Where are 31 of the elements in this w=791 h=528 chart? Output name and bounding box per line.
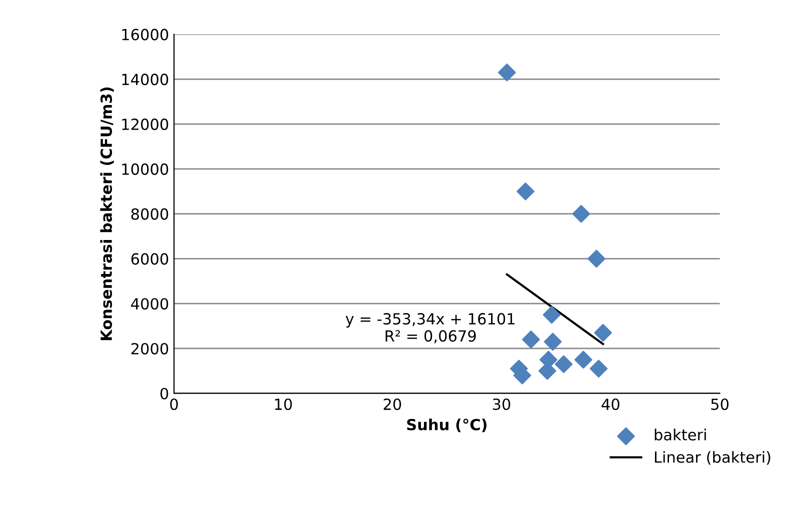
y-tick-label: 8000	[131, 208, 168, 220]
x-tick-label: 30	[492, 398, 510, 410]
y-tick-label: 10000	[122, 163, 168, 175]
point	[522, 330, 540, 348]
point	[590, 360, 608, 378]
point	[594, 324, 612, 342]
point	[572, 204, 590, 223]
point	[544, 332, 562, 351]
point	[574, 350, 592, 369]
point	[542, 306, 561, 324]
y-axis-title: Konsentrasi bakteri (CFU/m3)	[100, 87, 114, 340]
x-tick-label: 50	[711, 398, 729, 410]
y-tick-label: 2000	[131, 342, 168, 354]
x-tick-label: 10	[275, 398, 292, 410]
y-tick-label: 0	[160, 388, 168, 400]
annotation: y = -353,34x + 16101 R² = 0,0679	[346, 313, 514, 344]
x-tick-label: 0	[170, 398, 178, 410]
x-tick-label: 40	[602, 398, 620, 410]
point	[588, 250, 606, 268]
y-tick-label: 4000	[131, 298, 168, 310]
y-tick-label: 6000	[131, 253, 168, 265]
point	[498, 64, 516, 82]
y-tick-label: 14000	[122, 74, 168, 86]
legend-label: bakteri	[654, 428, 706, 440]
x-tick-label: 20	[384, 398, 402, 410]
y-tick-label: 12000	[122, 118, 168, 130]
legend-label: Linear (bakteri)	[654, 451, 770, 465]
point	[554, 355, 573, 374]
y-tick-label: 16000	[122, 28, 168, 40]
point	[516, 182, 534, 200]
x-axis-title: Suhu (°C)	[407, 418, 486, 432]
